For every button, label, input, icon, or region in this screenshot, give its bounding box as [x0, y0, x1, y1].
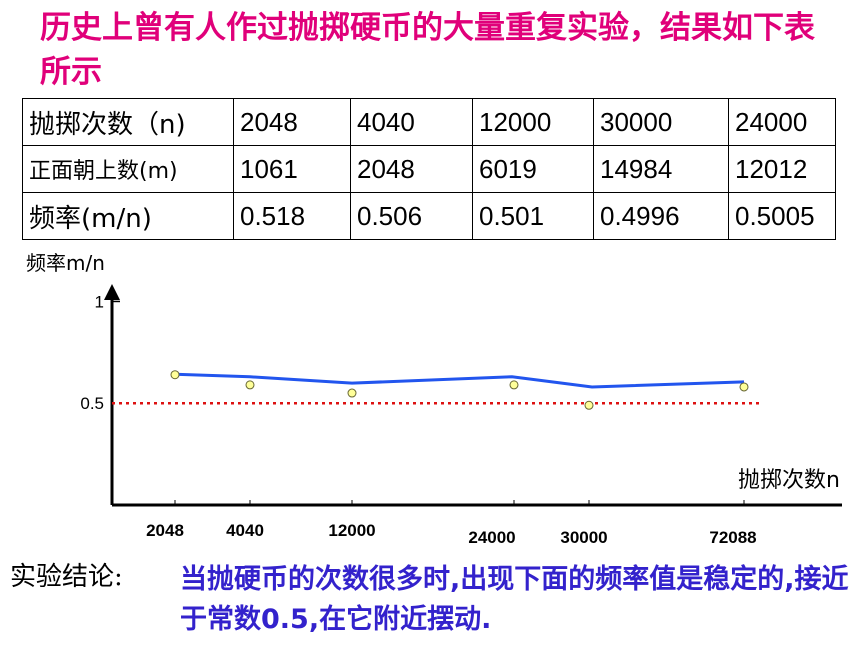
x-tick-label: 2048 [146, 521, 184, 540]
series-line [174, 372, 745, 389]
data-point [245, 380, 255, 390]
data-table: 抛掷次数（n) 2048 4040 12000 30000 24000 正面朝上… [22, 98, 836, 240]
row-header: 频率(m/n) [22, 192, 234, 240]
table-cell: 6019 [472, 145, 594, 193]
table-cell: 1061 [233, 145, 351, 193]
table-cell: 12012 [728, 145, 836, 193]
table-cell: 4040 [350, 98, 473, 146]
x-tick-label: 30000 [560, 528, 607, 547]
table-cell: 2048 [233, 98, 351, 146]
x-axis-label: 抛掷次数n [738, 468, 840, 493]
data-point [170, 370, 180, 380]
x-tick-label: 4040 [226, 521, 264, 540]
x-tick-label: 24000 [468, 528, 515, 547]
table-cell: 24000 [728, 98, 836, 146]
table-cell: 0.501 [472, 192, 594, 240]
data-point [584, 400, 594, 410]
table-row: 正面朝上数(m) 1061 2048 6019 14984 12012 [22, 145, 836, 193]
data-point [347, 388, 357, 398]
y-axis-arrow [104, 284, 120, 300]
x-tick-label: 12000 [328, 521, 375, 540]
table-cell: 0.506 [350, 192, 473, 240]
x-tick-label: 72088 [709, 528, 756, 547]
table-cell: 2048 [350, 145, 473, 193]
frequency-chart: 频率m/n 抛掷次数n 1 0.5 2048 4040 12000 24000 3000… [26, 251, 842, 547]
table-cell: 30000 [593, 98, 729, 146]
y-tick-label: 0.5 [80, 394, 104, 413]
page-title: 历史上曾有人作过抛掷硬币的大量重复实验，结果如下表所示 [40, 10, 815, 90]
y-tick-label: 1 [95, 292, 104, 311]
data-point [739, 382, 749, 392]
conclusion-label: 实验结论: [10, 562, 123, 592]
row-header: 抛掷次数（n) [22, 98, 234, 146]
table-cell: 14984 [593, 145, 729, 193]
table-cell: 0.5005 [728, 192, 836, 240]
table-cell: 0.518 [233, 192, 351, 240]
conclusion-text: 当抛硬币的次数很多时,出现下面的频率值是稳定的,接近于常数0.5,在它附近摆动. [180, 564, 849, 635]
table-cell: 0.4996 [593, 192, 729, 240]
table-cell: 12000 [472, 98, 594, 146]
table-row: 抛掷次数（n) 2048 4040 12000 30000 24000 [22, 98, 836, 146]
table-row: 频率(m/n) 0.518 0.506 0.501 0.4996 0.5005 [22, 192, 836, 240]
y-axis-label: 频率m/n [26, 251, 105, 275]
row-header: 正面朝上数(m) [22, 145, 234, 193]
data-point [509, 380, 519, 390]
